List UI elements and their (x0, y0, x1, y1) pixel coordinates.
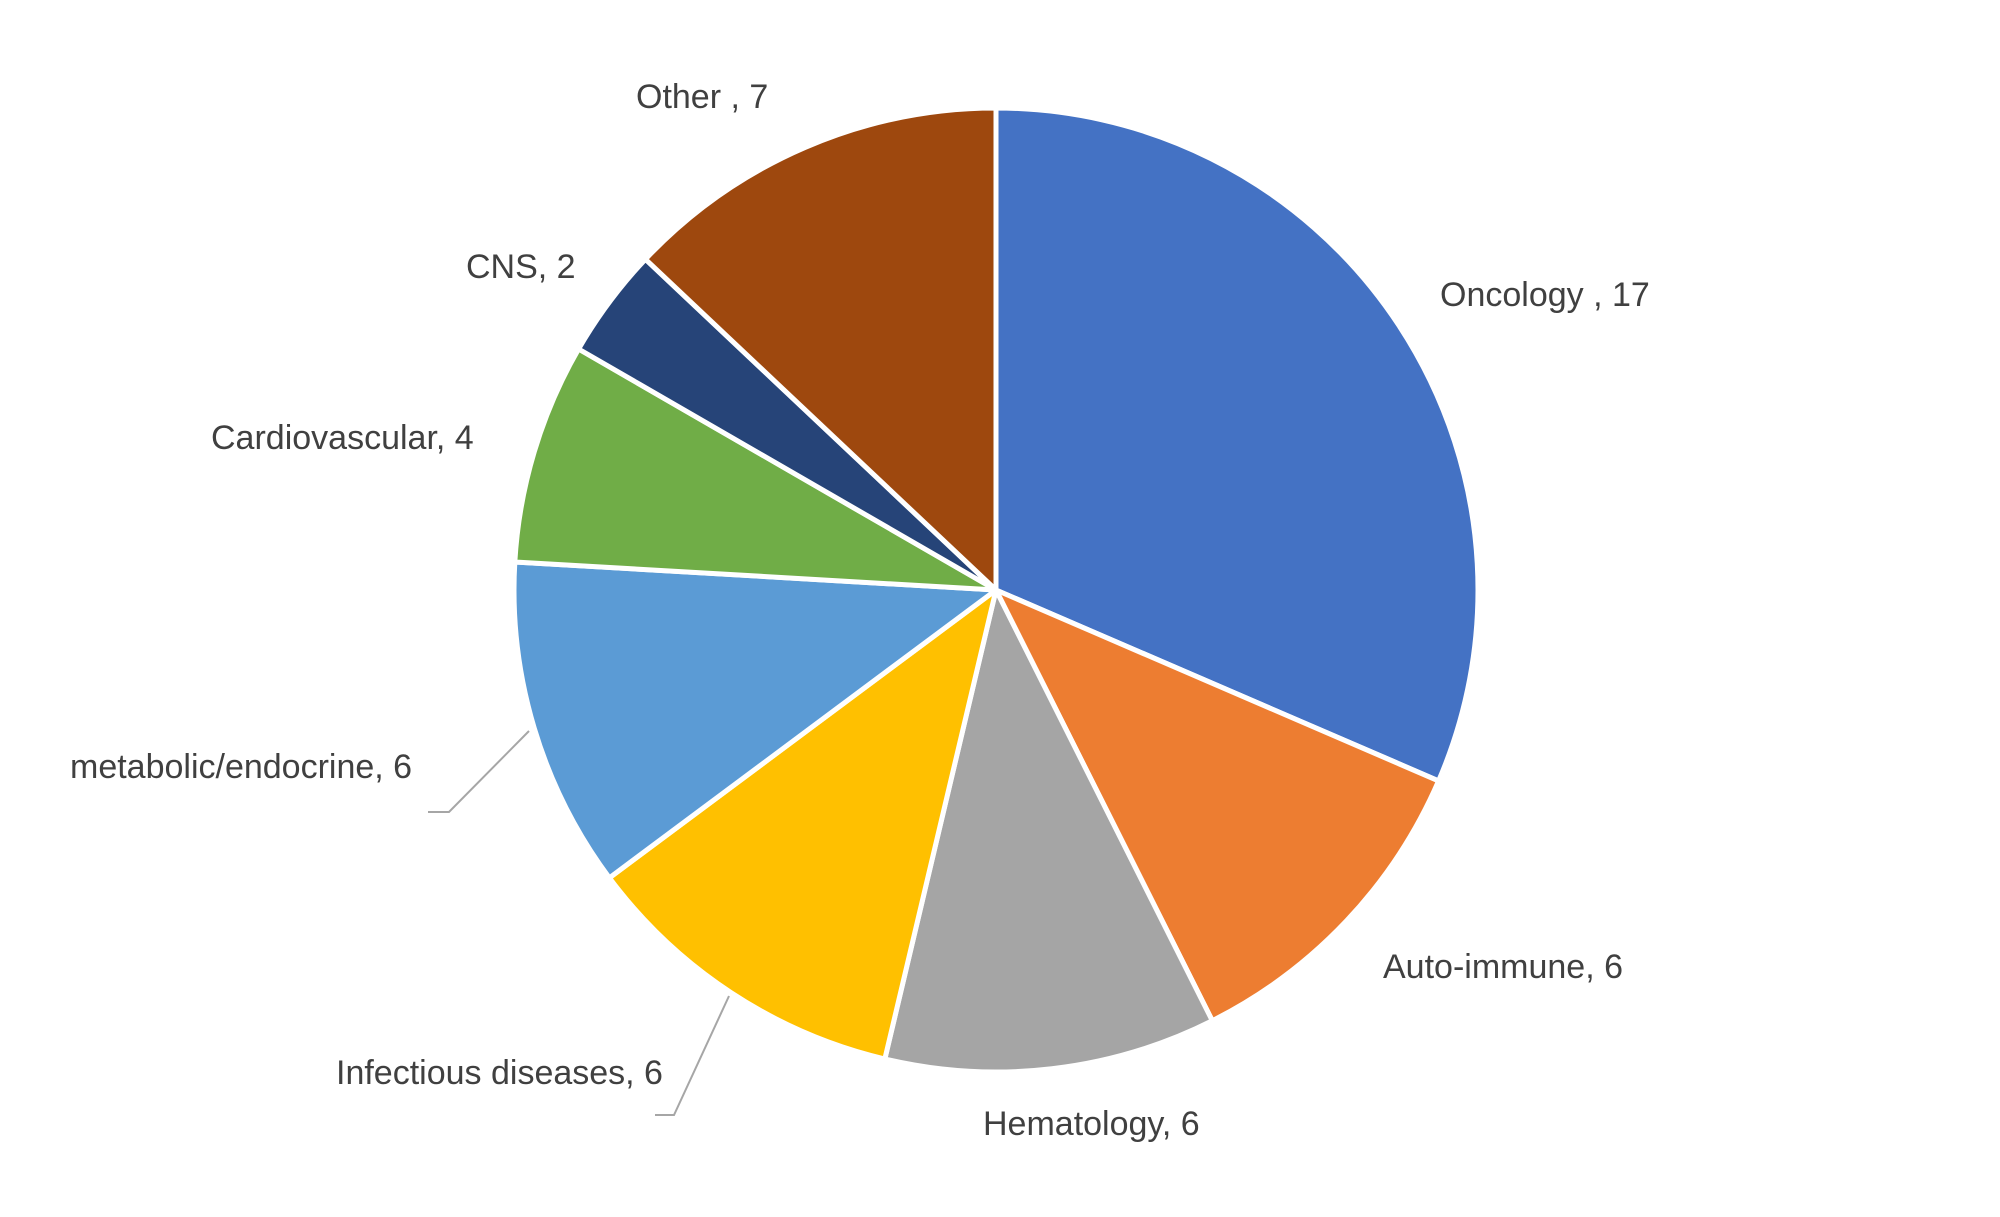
data-label-auto-immune: Auto-immune, 6 (1383, 948, 1623, 986)
data-label-cns: CNS, 2 (466, 248, 576, 286)
data-label-hematology: Hematology, 6 (983, 1105, 1200, 1143)
data-label-infectious-diseases: Infectious diseases, 6 (336, 1054, 663, 1092)
pie-slices (511, 105, 1481, 1075)
data-label-other: Other , 7 (636, 78, 768, 116)
pie-slice-auto-immune (993, 587, 1442, 1024)
pie-slice-other (642, 105, 999, 593)
data-label-metabolic-endocrine: metabolic/endocrine, 6 (70, 748, 412, 786)
pie-slice-cardiovascular (512, 346, 999, 593)
leader-lines (428, 730, 730, 1116)
data-label-oncology: Oncology , 17 (1440, 276, 1650, 314)
leader-line-metabolic-endocrine (428, 730, 530, 813)
data-label-cardiovascular: Cardiovascular, 4 (211, 419, 474, 457)
pie-slice-oncology (993, 105, 1481, 784)
pie-slice-infectious-diseases (606, 587, 999, 1062)
pie-slice-metabolic-endocrine (511, 559, 999, 881)
pie-slice-hematology (882, 587, 1215, 1075)
leader-line-infectious-diseases (655, 995, 730, 1116)
data-labels: Oncology , 17 Auto-immune, 6 Hematology, 6… (70, 78, 1650, 1143)
